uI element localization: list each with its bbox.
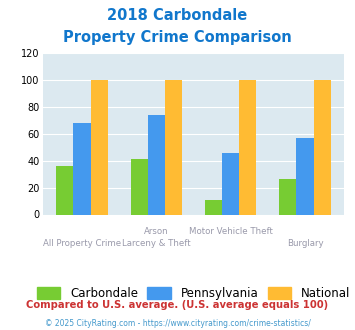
Bar [91, 80, 108, 214]
Bar [56, 166, 73, 214]
Bar [279, 180, 296, 214]
Legend: Carbondale, Pennsylvania, National: Carbondale, Pennsylvania, National [32, 282, 355, 304]
Bar [296, 138, 313, 214]
Text: 2018 Carbondale: 2018 Carbondale [107, 8, 248, 23]
Text: All Property Crime: All Property Crime [43, 240, 121, 248]
Bar [313, 80, 331, 214]
Bar [205, 200, 222, 215]
Text: Property Crime Comparison: Property Crime Comparison [63, 30, 292, 45]
Text: Motor Vehicle Theft: Motor Vehicle Theft [189, 227, 273, 236]
Bar [239, 80, 256, 214]
Bar [222, 152, 239, 214]
Bar [148, 115, 165, 214]
Bar [165, 80, 182, 214]
Bar [131, 159, 148, 214]
Text: Larceny & Theft: Larceny & Theft [122, 240, 191, 248]
Text: Burglary: Burglary [287, 240, 323, 248]
Text: © 2025 CityRating.com - https://www.cityrating.com/crime-statistics/: © 2025 CityRating.com - https://www.city… [45, 319, 310, 328]
Text: Arson: Arson [144, 227, 169, 236]
Bar [73, 123, 91, 214]
Text: Compared to U.S. average. (U.S. average equals 100): Compared to U.S. average. (U.S. average … [26, 300, 329, 310]
